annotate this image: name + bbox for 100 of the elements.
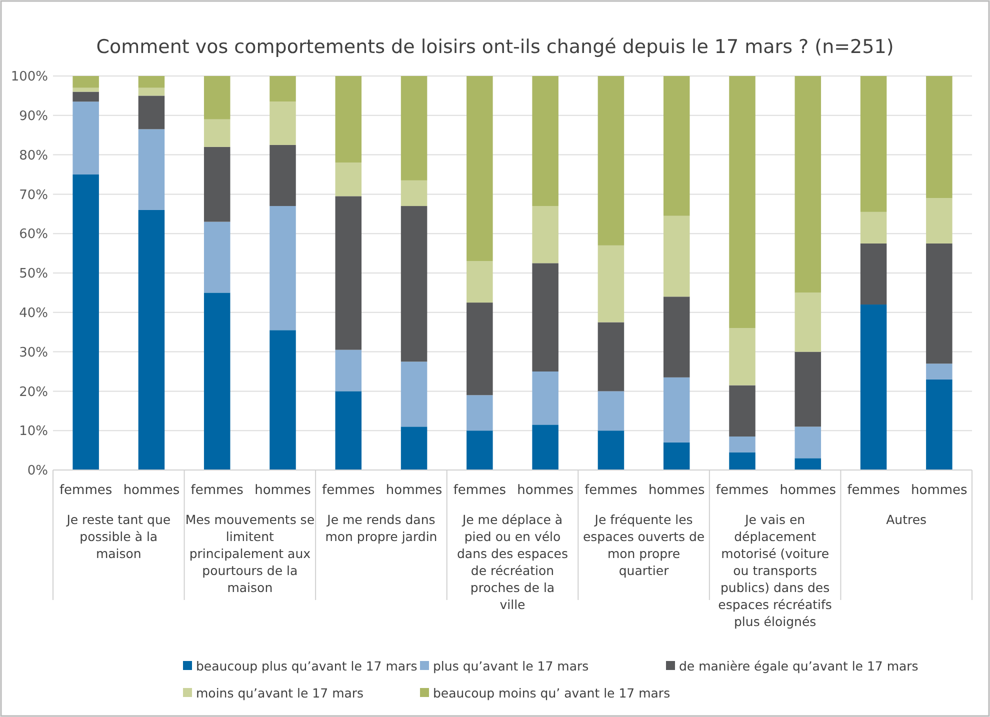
y-tick-label: 0% [27, 464, 48, 479]
bar [335, 391, 362, 470]
chart-title: Comment vos comportements de loisirs ont-ils changé depuis le 17 mars ? (n=251) [96, 36, 894, 58]
y-tick-label: 40% [19, 306, 48, 321]
legend-label: de manière égale qu’avant le 17 mars [679, 658, 918, 674]
x-tick-label: femmes [453, 483, 506, 498]
bar [466, 76, 493, 262]
bar [72, 174, 99, 470]
bar [926, 379, 952, 470]
bar [532, 76, 558, 206]
bar [598, 322, 624, 392]
x-tick-label: hommes [386, 483, 442, 498]
bar [270, 330, 296, 470]
bar [138, 76, 165, 88]
x-tick-label: femmes [847, 483, 900, 498]
legend-label: beaucoup moins qu’ avant le 17 mars [433, 685, 670, 700]
x-tick-label: femmes [59, 483, 112, 498]
x-tick-label: hommes [911, 483, 968, 498]
bar [663, 296, 690, 378]
bar [335, 350, 362, 392]
x-tick-label: hommes [123, 483, 180, 498]
y-tick-label: 70% [19, 188, 48, 203]
text: Je reste tant que possible à la maison [66, 512, 171, 561]
text: Je me rends dans mon propre jardin [325, 512, 438, 544]
bar [270, 102, 296, 145]
bar [794, 76, 822, 293]
bar [400, 426, 428, 470]
bar [729, 385, 756, 437]
bar [926, 198, 952, 244]
bar [204, 76, 230, 120]
bar [860, 304, 887, 470]
bar [663, 377, 690, 442]
bar [72, 102, 99, 174]
bar [926, 76, 952, 198]
bar [729, 328, 756, 386]
bar [204, 292, 230, 470]
legend-label: plus qu’avant le 17 mars [433, 658, 589, 674]
y-tick-label: 10% [19, 424, 48, 440]
bar [532, 206, 558, 264]
text: Autres [886, 512, 927, 527]
bar [335, 162, 362, 196]
bar [860, 76, 887, 212]
bar [532, 424, 558, 470]
bar [204, 146, 230, 222]
text: Mes mouvements se limitent principalement aux pourtours de la maison [185, 512, 315, 595]
bar [729, 452, 756, 470]
bar [729, 436, 756, 452]
text: Je vais en déplacement motorisé (voiture ou transports publics) dans des espaces récréatifs plus éloignés [718, 512, 832, 629]
bar [663, 76, 690, 216]
bar [598, 76, 624, 246]
bar [598, 430, 624, 470]
bar [400, 206, 428, 362]
bar [400, 180, 428, 206]
bar [400, 362, 428, 427]
bar [860, 243, 887, 305]
x-tick-label: femmes [584, 483, 638, 498]
bar [794, 458, 822, 470]
bar [466, 261, 493, 303]
x-tick-label: hommes [254, 483, 312, 498]
bar [72, 88, 99, 92]
bar [204, 119, 230, 147]
bar [204, 222, 230, 293]
text: Je fréquente les espaces ouverts de mon propre quartier [582, 512, 705, 578]
bar [270, 76, 296, 102]
bar [663, 442, 690, 470]
bar [72, 76, 99, 88]
y-tick-label: 30% [19, 345, 48, 360]
bar [663, 216, 690, 297]
y-tick-label: 80% [19, 148, 48, 164]
y-tick-label: 90% [19, 108, 48, 124]
y-tick-label: 50% [19, 266, 48, 282]
bar [270, 206, 296, 330]
x-tick-label: hommes [517, 483, 574, 498]
bar [926, 364, 952, 380]
bar [532, 263, 558, 372]
x-tick-label: femmes [190, 483, 244, 498]
legend-label: beaucoup plus qu’avant le 17 mars [196, 658, 418, 674]
bar [335, 76, 362, 163]
bar [466, 302, 493, 396]
bar [794, 352, 822, 427]
bar [466, 430, 493, 470]
bar [138, 129, 165, 210]
y-tick-label: 100% [10, 70, 48, 85]
x-tick-label: hommes [780, 483, 836, 498]
bar [270, 144, 296, 206]
y-tick-label: 60% [19, 227, 48, 242]
bar [729, 76, 756, 328]
legend-label: moins qu’avant le 17 mars [196, 685, 364, 700]
x-tick-label: femmes [716, 483, 769, 498]
bar [72, 92, 99, 102]
bar [926, 243, 952, 364]
y-tick-label: 20% [19, 384, 48, 400]
bar [794, 292, 822, 352]
bar [400, 76, 428, 180]
bar [794, 426, 822, 458]
text: Je me déplace à pied ou en vélo dans des espaces de récréation proches de la ville [457, 512, 568, 612]
bar [138, 88, 165, 96]
bar [335, 196, 362, 350]
bar [138, 210, 165, 470]
x-tick-label: femmes [322, 483, 375, 498]
